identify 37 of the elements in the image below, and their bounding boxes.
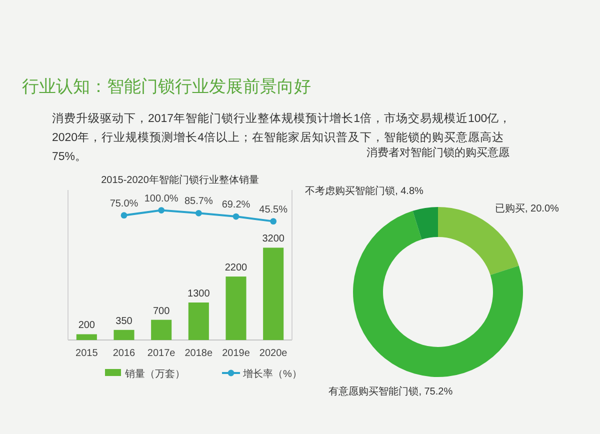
bar (114, 330, 134, 340)
bar (226, 276, 246, 340)
bar (188, 302, 209, 340)
data-label: 85.7% (184, 196, 213, 208)
data-label: 45.5% (259, 204, 288, 216)
point (158, 207, 165, 214)
bar (151, 320, 172, 340)
data-label: 69.2% (222, 200, 250, 211)
donut-slice (412, 207, 438, 240)
data-label: 100.0% (144, 193, 178, 204)
point (120, 212, 128, 219)
data-label: 75.0% (110, 198, 138, 210)
x-tick-label: 2017e (147, 348, 176, 359)
chart-title: 消费者对智能门锁的购买意愿 (366, 146, 510, 159)
data-label: 3200 (262, 234, 285, 245)
point (232, 213, 240, 220)
x-tick-label: 2020e (259, 348, 288, 359)
x-tick-label: 2016 (112, 348, 136, 359)
text: 行业认知：智能门锁行业发展前景向好 (22, 77, 311, 96)
slice-label: 不考虑购买智能门锁, 4.8% (305, 185, 424, 198)
legend-label: 销量（万套） (124, 368, 185, 380)
data-label: 350 (116, 316, 133, 327)
x-tick-label: 2019e (222, 348, 250, 359)
x-tick-label: 2018e (184, 348, 214, 359)
bar (76, 334, 97, 340)
bar (263, 248, 284, 340)
slice-label: 有意愿购买智能门锁, 75.2% (328, 385, 453, 398)
point (270, 218, 277, 225)
data-label: 200 (78, 320, 96, 332)
data-label: 1300 (188, 288, 210, 300)
chart-title: 2015-2020年智能门锁行业整体销量 (101, 174, 259, 186)
x-tick-label: 2015 (76, 348, 98, 359)
data-label: 2200 (224, 262, 248, 274)
slice-label: 已购买, 20.0% (495, 204, 560, 215)
point (195, 210, 202, 216)
legend-label: 增长率（%） (242, 368, 302, 380)
data-label: 700 (152, 306, 170, 317)
